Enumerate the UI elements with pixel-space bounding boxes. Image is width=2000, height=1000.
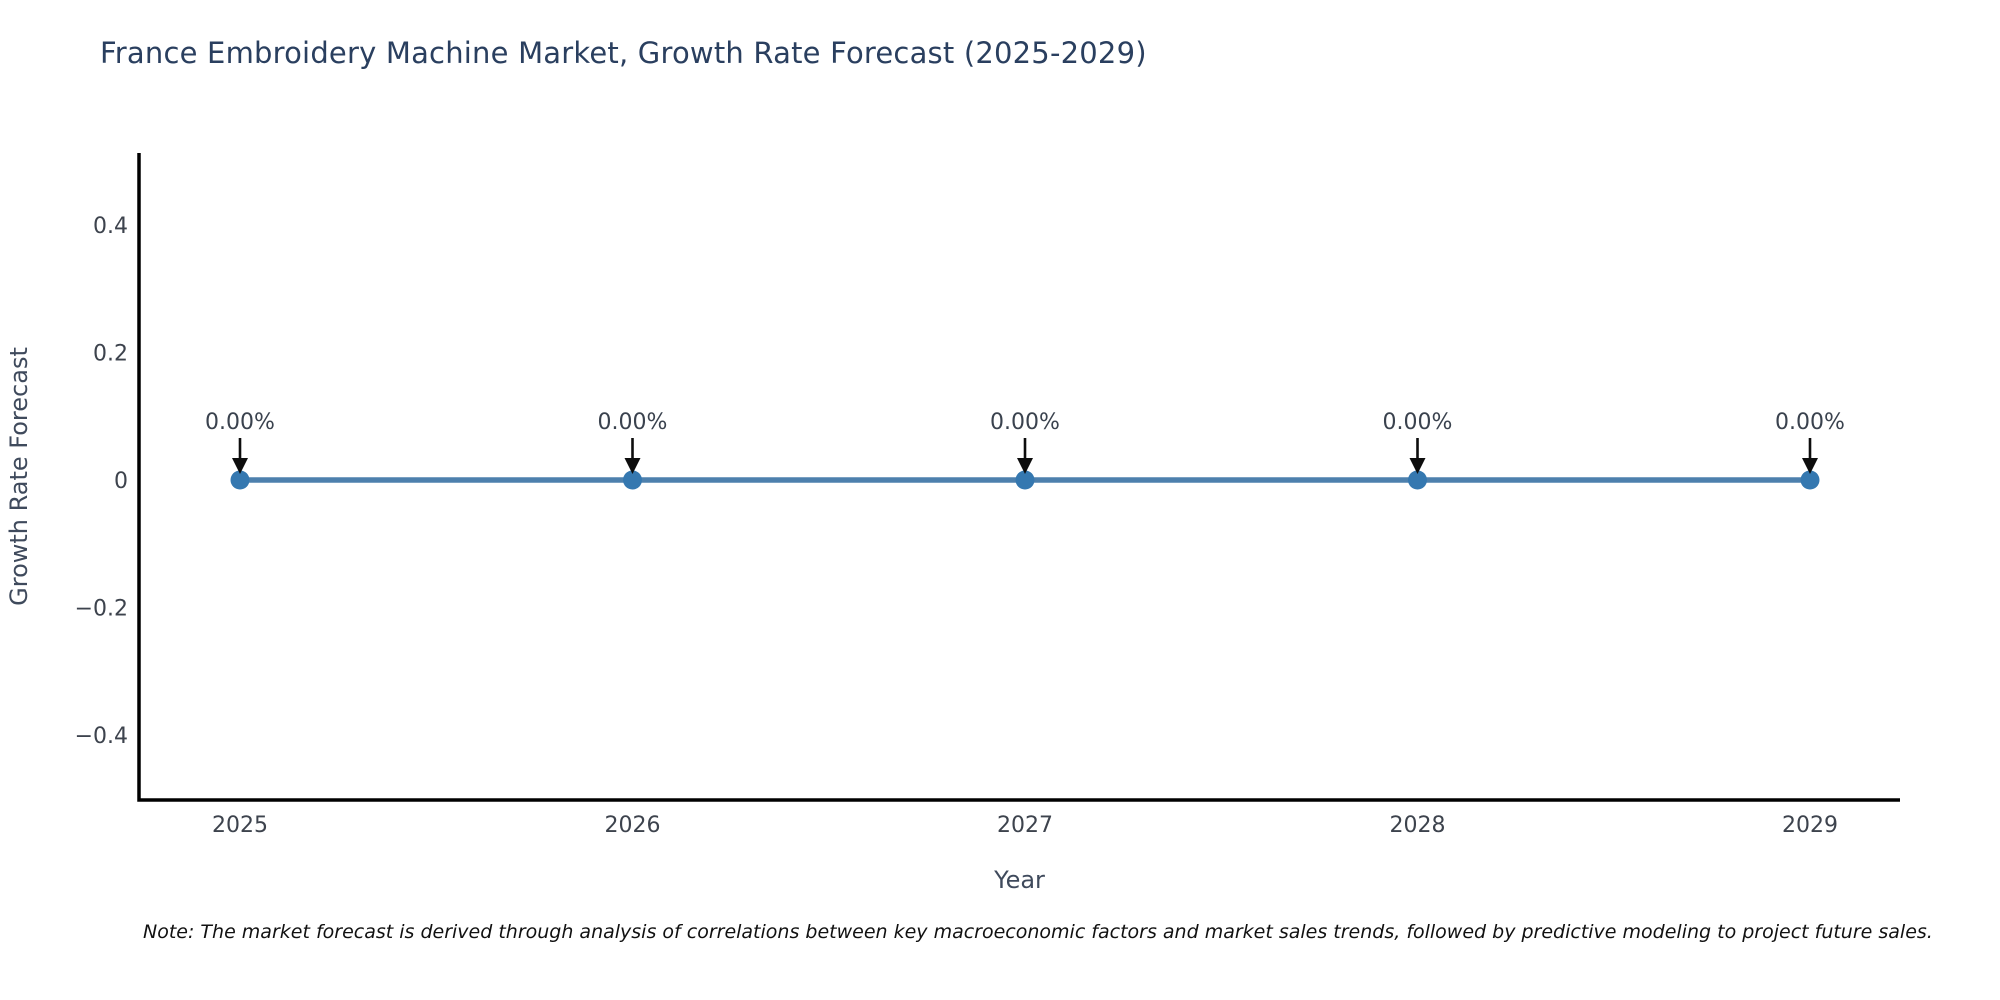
data-point — [623, 470, 642, 490]
data-point — [230, 470, 250, 490]
chart-title: France Embroidery Machine Market, Growth… — [100, 36, 1147, 70]
annotation-arrow-head — [1409, 458, 1426, 474]
x-axis-title: Year — [993, 866, 1045, 894]
annotation-arrow-head — [1017, 458, 1033, 474]
point-label: 0.00% — [1775, 410, 1845, 435]
x-tick-label: 2028 — [1390, 813, 1446, 838]
y-axis-title: Growth Rate Forecast — [5, 347, 33, 606]
annotation-arrow-head — [624, 458, 641, 474]
data-point — [1408, 470, 1427, 490]
point-label: 0.00% — [1383, 410, 1453, 435]
y-tick-label: −0.4 — [75, 724, 128, 749]
annotation-arrow-head — [232, 458, 248, 474]
x-tick-label: 2026 — [605, 813, 661, 838]
data-point — [1800, 470, 1820, 490]
x-tick-label: 2029 — [1782, 813, 1838, 838]
y-tick-label: 0.2 — [93, 342, 128, 367]
y-tick-label: −0.2 — [75, 597, 128, 622]
y-tick-label: 0.4 — [93, 214, 128, 239]
x-tick-label: 2027 — [997, 813, 1053, 838]
x-tick-label: 2025 — [212, 813, 268, 838]
axis-spines — [137, 153, 1900, 802]
footnote: Note: The market forecast is derived thr… — [143, 921, 1933, 943]
data-point — [1015, 470, 1035, 490]
point-label: 0.00% — [205, 410, 275, 435]
y-tick-label: 0 — [114, 469, 128, 494]
annotation-arrow-head — [1802, 458, 1818, 474]
point-label: 0.00% — [598, 410, 668, 435]
point-label: 0.00% — [990, 410, 1060, 435]
